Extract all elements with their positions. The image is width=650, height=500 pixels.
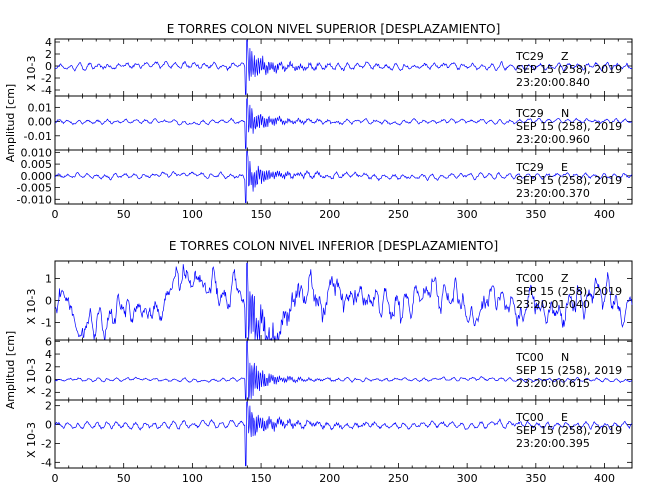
component-label: E <box>561 411 568 424</box>
y-tick-label: 2 <box>45 48 52 61</box>
x-tick-label: 350 <box>525 472 546 485</box>
y-tick-label: 0.005 <box>21 158 53 171</box>
seismic-trace <box>54 401 633 467</box>
y-tick-label: 0.010 <box>21 146 53 159</box>
y-tick-label: -0.01 <box>24 130 52 143</box>
station-label: TC00 <box>515 351 544 364</box>
chart-group-2: E TORRES COLON NIVEL INFERIOR [DESPLAZAM… <box>4 239 633 485</box>
x-tick-label: 250 <box>388 208 409 221</box>
x-tick-label: 350 <box>525 208 546 221</box>
date-label: SEP 15 (258), 2019 <box>516 174 622 187</box>
seismic-trace <box>54 262 633 342</box>
date-label: SEP 15 (258), 2019 <box>516 120 622 133</box>
y-tick-label: 0 <box>45 60 52 73</box>
x-tick-label: 300 <box>457 472 478 485</box>
y-tick-label: 0.01 <box>28 101 53 114</box>
y-tick-label: 0 <box>45 419 52 432</box>
x-tick-label: 100 <box>182 472 203 485</box>
seismic-trace <box>54 340 633 401</box>
y-axis-label: Amplitud [cm] <box>4 84 17 162</box>
y-scale-label: X 10-3 <box>25 289 38 325</box>
time-label: 23:20:00.370 <box>516 187 590 200</box>
y-scale-label: X 10-3 <box>25 358 38 394</box>
station-label: TC00 <box>515 272 544 285</box>
y-tick-label: -0.005 <box>17 182 52 195</box>
x-tick-label: 150 <box>251 208 272 221</box>
x-tick-label: 150 <box>251 472 272 485</box>
y-tick-label: 0 <box>45 295 52 308</box>
x-tick-label: 400 <box>594 208 615 221</box>
component-label: N <box>561 107 569 120</box>
y-tick-label: -2 <box>41 437 52 450</box>
time-label: 23:20:00.960 <box>516 133 590 146</box>
y-tick-label: 4 <box>45 348 52 361</box>
seismic-trace <box>54 150 633 203</box>
date-label: SEP 15 (258), 2019 <box>516 424 622 437</box>
time-label: 23:20:00.395 <box>516 437 590 450</box>
component-label: E <box>561 161 568 174</box>
y-tick-label: 4 <box>45 36 52 49</box>
date-label: SEP 15 (258), 2019 <box>516 364 622 377</box>
chart-title: E TORRES COLON NIVEL INFERIOR [DESPLAZAM… <box>169 239 498 253</box>
y-axis-label: Amplitud [cm] <box>4 331 17 409</box>
chart-group-1: E TORRES COLON NIVEL SUPERIOR [DESPLAZAM… <box>4 22 633 221</box>
y-tick-label: 6 <box>45 335 52 348</box>
station-label: TC29 <box>515 161 544 174</box>
x-tick-label: 200 <box>319 472 340 485</box>
y-tick-label: -2 <box>41 72 52 85</box>
station-label: TC29 <box>515 50 544 63</box>
station-label: TC00 <box>515 411 544 424</box>
x-tick-label: 0 <box>52 208 59 221</box>
date-label: SEP 15 (258), 2019 <box>516 63 622 76</box>
y-tick-label: -1 <box>41 316 52 329</box>
y-tick-label: 0.000 <box>21 170 53 183</box>
chart-title: E TORRES COLON NIVEL SUPERIOR [DESPLAZAM… <box>167 22 501 36</box>
time-label: 23:20:00.840 <box>516 76 590 89</box>
x-tick-label: 250 <box>388 472 409 485</box>
y-tick-label: 2 <box>45 361 52 374</box>
y-tick-label: -2 <box>41 386 52 399</box>
component-label: Z <box>561 272 569 285</box>
time-label: 23:20:00.615 <box>516 377 590 390</box>
x-tick-label: 200 <box>319 208 340 221</box>
seismic-trace <box>54 98 633 149</box>
time-label: 23:20:01.040 <box>516 298 590 311</box>
y-scale-label: X 10-3 <box>25 422 38 458</box>
component-label: Z <box>561 50 569 63</box>
date-label: SEP 15 (258), 2019 <box>516 285 622 298</box>
y-tick-label: 0 <box>45 374 52 387</box>
x-tick-label: 100 <box>182 208 203 221</box>
y-tick-label: 1 <box>45 273 52 286</box>
y-tick-label: -4 <box>41 456 52 469</box>
y-tick-label: 0.00 <box>28 116 53 129</box>
x-tick-label: 0 <box>52 472 59 485</box>
x-tick-label: 300 <box>457 208 478 221</box>
y-tick-label: 2 <box>45 400 52 413</box>
y-tick-label: -0.010 <box>17 193 52 206</box>
x-tick-label: 50 <box>117 208 131 221</box>
x-tick-label: 50 <box>117 472 131 485</box>
y-scale-label: X 10-3 <box>25 56 38 92</box>
x-tick-label: 400 <box>594 472 615 485</box>
station-label: TC29 <box>515 107 544 120</box>
component-label: N <box>561 351 569 364</box>
y-tick-label: -4 <box>41 84 52 97</box>
seismic-trace <box>54 39 633 95</box>
